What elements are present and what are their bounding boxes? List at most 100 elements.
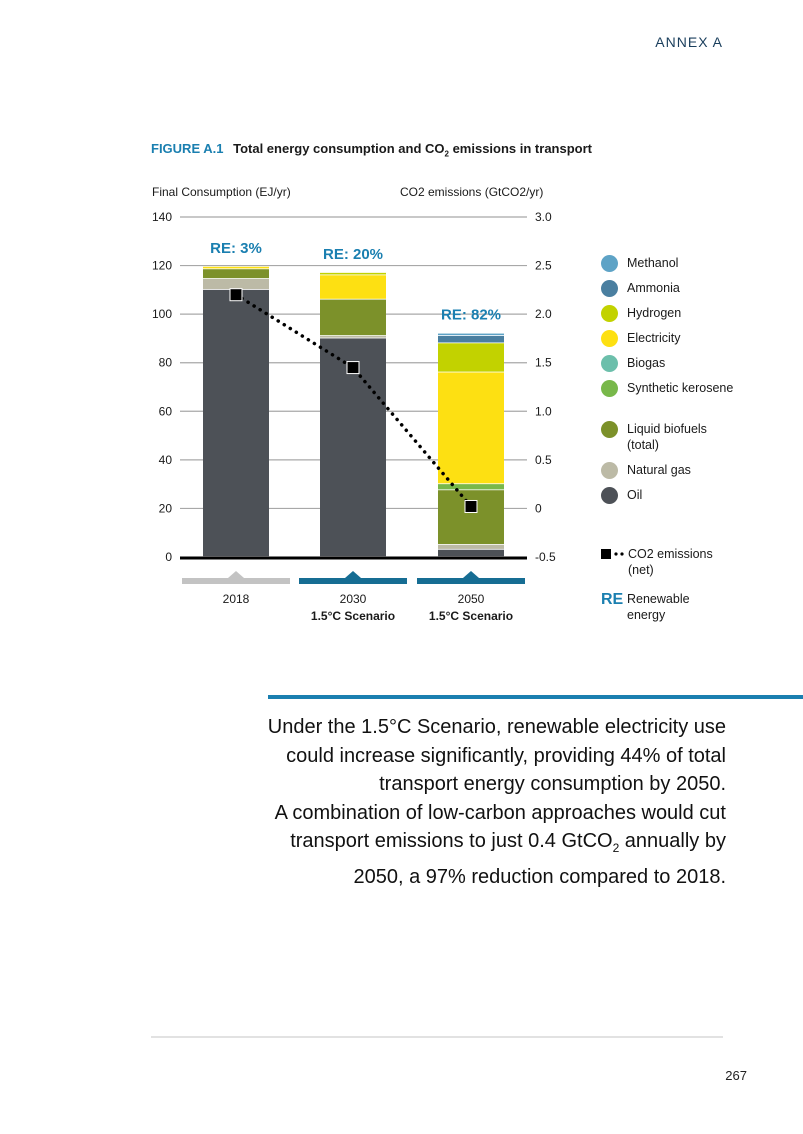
caption-line-2-end: annually by 2050, a 97% reduction compar…: [353, 830, 726, 888]
legend-item: Biogas: [601, 355, 737, 372]
right-axis-label: CO2 emissions (GtCO2/yr): [400, 185, 543, 199]
x-scenario-label: 1.5°C Scenario: [311, 609, 395, 623]
legend-item: Oil: [601, 487, 737, 504]
y2-tick-label: -0.5: [535, 550, 556, 564]
legend-swatch: [601, 462, 618, 479]
y2-tick-label: 1.0: [535, 404, 552, 418]
caption: Under the 1.5°C Scenario, renewable elec…: [255, 713, 726, 891]
y-tick-label: 140: [152, 210, 172, 224]
y-tick-label: 0: [165, 550, 172, 564]
legend-label: Biogas: [627, 356, 666, 370]
bar-segment: [203, 269, 269, 279]
re-label: RE: 3%: [210, 240, 262, 257]
legend-item: Ammonia: [601, 280, 737, 297]
scenario-bar: [299, 578, 407, 584]
caption-line-1: Under the 1.5°C Scenario, renewable elec…: [267, 716, 726, 795]
scenario-bar: [182, 578, 290, 584]
bar-segment: [203, 278, 269, 290]
legend-label: Oil: [627, 488, 643, 502]
caption-subscript: 2: [612, 841, 620, 855]
bar-segment: [438, 490, 504, 545]
emissions-marker: [346, 361, 360, 375]
y-tick-label: 120: [152, 259, 172, 273]
y-tick-label: 40: [159, 453, 173, 467]
y2-tick-label: 1.5: [535, 356, 552, 370]
legend-item: Liquid biofuels (total): [601, 421, 737, 453]
legend-swatch: [601, 330, 618, 347]
y-tick-label: 60: [159, 404, 173, 418]
legend-item: Natural gas: [601, 462, 737, 479]
x-tick-label: 2050: [458, 592, 485, 606]
y2-tick-label: 2.5: [535, 259, 552, 273]
bar-segment: [203, 266, 269, 269]
legend-label: Synthetic kerosene: [627, 381, 734, 395]
legend-swatch: [601, 487, 618, 504]
y-tick-label: 20: [159, 501, 173, 515]
legend-swatch: [601, 355, 618, 372]
bar-segment: [320, 272, 386, 275]
bar-segment: [438, 343, 504, 372]
figure-title-text-end: emissions in transport: [448, 141, 592, 156]
bar-segment: [438, 333, 504, 336]
chart: Final Consumption (EJ/yr) CO2 emissions (…: [152, 185, 556, 623]
legend-item-renewable: RE Renewable energy: [601, 591, 717, 623]
legend-swatch: [601, 421, 618, 438]
legend-label: Methanol: [627, 256, 679, 270]
y2-tick-label: 3.0: [535, 210, 552, 224]
page-number: 267: [725, 1068, 747, 1083]
renewable-abbr: RE: [601, 591, 624, 608]
bar-segment: [438, 544, 504, 549]
y-tick-label: 80: [159, 356, 173, 370]
x-scenario-label: 1.5°C Scenario: [429, 609, 513, 623]
legend-item: Electricity: [601, 330, 737, 347]
bar-segment: [438, 372, 504, 484]
legend-swatch: [601, 380, 618, 397]
caption-rule: [268, 695, 803, 699]
legend-swatch: [601, 280, 618, 297]
legend-label: Ammonia: [627, 281, 680, 295]
scenario-bar: [417, 578, 525, 584]
legend-label: Electricity: [627, 331, 681, 345]
legend-item-emissions: CO2 emissions (net): [601, 546, 738, 578]
bar-segment: [320, 336, 386, 338]
figure-title-text: Total energy consumption and CO: [233, 141, 445, 156]
annex-header: ANNEX A: [655, 34, 723, 50]
left-axis-label: Final Consumption (EJ/yr): [152, 185, 291, 199]
emissions-legend-icon: [601, 549, 624, 559]
legend-item: Methanol: [601, 255, 737, 272]
y2-tick-label: 0.5: [535, 453, 552, 467]
legend-label: Hydrogen: [627, 306, 682, 320]
legend-swatch: [601, 255, 618, 272]
caption-line-2: A combination of low-carbon approaches w…: [274, 801, 726, 853]
y2-tick-label: 0: [535, 501, 542, 515]
legend-label: CO2 emissions (net): [628, 547, 713, 577]
legend-label: Renewable energy: [627, 592, 690, 622]
legend-item: Synthetic kerosene: [601, 380, 737, 397]
x-tick-label: 2018: [223, 592, 250, 606]
legend-swatch: [601, 305, 618, 322]
emissions-marker: [229, 288, 243, 302]
figure-title-subscript: 2: [444, 149, 449, 159]
legend-label: Liquid biofuels (total): [627, 422, 707, 452]
bar-segment: [320, 299, 386, 336]
scenario-bar-notch: [345, 571, 361, 578]
bar-segment: [438, 336, 504, 343]
re-label: RE: 20%: [323, 246, 383, 263]
bar-segment: [320, 275, 386, 299]
re-label: RE: 82%: [441, 307, 501, 324]
bar-segment: [438, 549, 504, 557]
legend-label: Natural gas: [627, 463, 691, 477]
bar-segment: [320, 338, 386, 557]
y-tick-label: 100: [152, 307, 172, 321]
legend-item: Hydrogen: [601, 305, 737, 322]
bar-segment: [203, 289, 269, 557]
scenario-bar-notch: [228, 571, 244, 578]
figure-title: FIGURE A.1 Total energy consumption and …: [151, 141, 592, 159]
scenario-bar-notch: [463, 571, 479, 578]
figure-label: FIGURE A.1: [151, 141, 224, 156]
footer-rule: [151, 1036, 723, 1038]
bar-segment: [438, 484, 504, 490]
y2-tick-label: 2.0: [535, 307, 552, 321]
x-tick-label: 2030: [340, 592, 367, 606]
emissions-marker: [464, 499, 478, 513]
